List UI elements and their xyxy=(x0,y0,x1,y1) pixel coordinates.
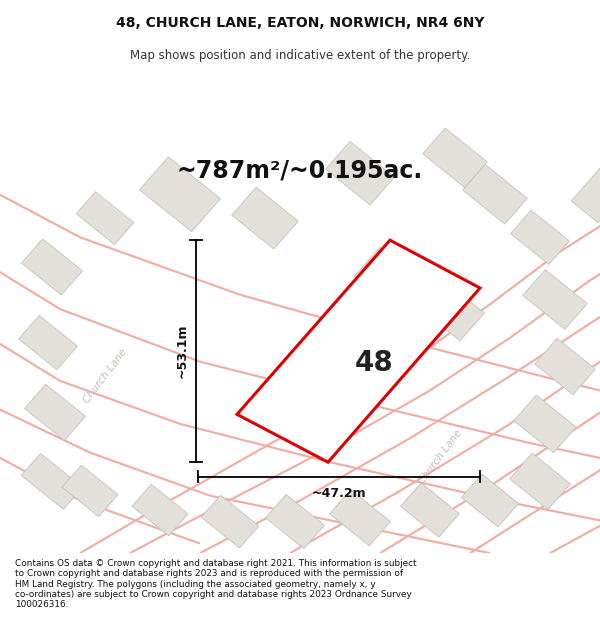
Polygon shape xyxy=(266,494,325,549)
Polygon shape xyxy=(422,128,487,188)
Polygon shape xyxy=(25,384,86,441)
Text: Church Lane: Church Lane xyxy=(81,347,129,405)
Polygon shape xyxy=(237,240,480,462)
Polygon shape xyxy=(201,495,259,548)
Polygon shape xyxy=(535,338,595,395)
Polygon shape xyxy=(22,239,83,295)
Polygon shape xyxy=(463,164,527,224)
Polygon shape xyxy=(139,157,221,232)
Text: Map shows position and indicative extent of the property.: Map shows position and indicative extent… xyxy=(130,49,470,62)
Polygon shape xyxy=(571,166,600,222)
Polygon shape xyxy=(523,270,587,329)
Polygon shape xyxy=(21,453,83,509)
Polygon shape xyxy=(354,248,426,314)
Text: ~787m²/~0.195ac.: ~787m²/~0.195ac. xyxy=(177,158,423,182)
Text: 48: 48 xyxy=(355,349,393,377)
Polygon shape xyxy=(514,395,576,452)
Polygon shape xyxy=(132,484,188,536)
Polygon shape xyxy=(511,210,569,264)
Polygon shape xyxy=(62,465,118,517)
Text: ~53.1m: ~53.1m xyxy=(176,324,188,378)
Polygon shape xyxy=(416,278,484,341)
Text: Church Lane: Church Lane xyxy=(416,428,464,487)
Polygon shape xyxy=(401,483,460,537)
Text: ~47.2m: ~47.2m xyxy=(311,488,367,500)
Polygon shape xyxy=(76,192,134,244)
Polygon shape xyxy=(326,141,394,205)
Polygon shape xyxy=(329,489,391,546)
Text: Contains OS data © Crown copyright and database right 2021. This information is : Contains OS data © Crown copyright and d… xyxy=(15,559,416,609)
Polygon shape xyxy=(232,188,298,249)
Polygon shape xyxy=(461,474,518,527)
Text: 48, CHURCH LANE, EATON, NORWICH, NR4 6NY: 48, CHURCH LANE, EATON, NORWICH, NR4 6NY xyxy=(116,16,484,30)
Polygon shape xyxy=(19,316,77,369)
Polygon shape xyxy=(509,453,571,509)
